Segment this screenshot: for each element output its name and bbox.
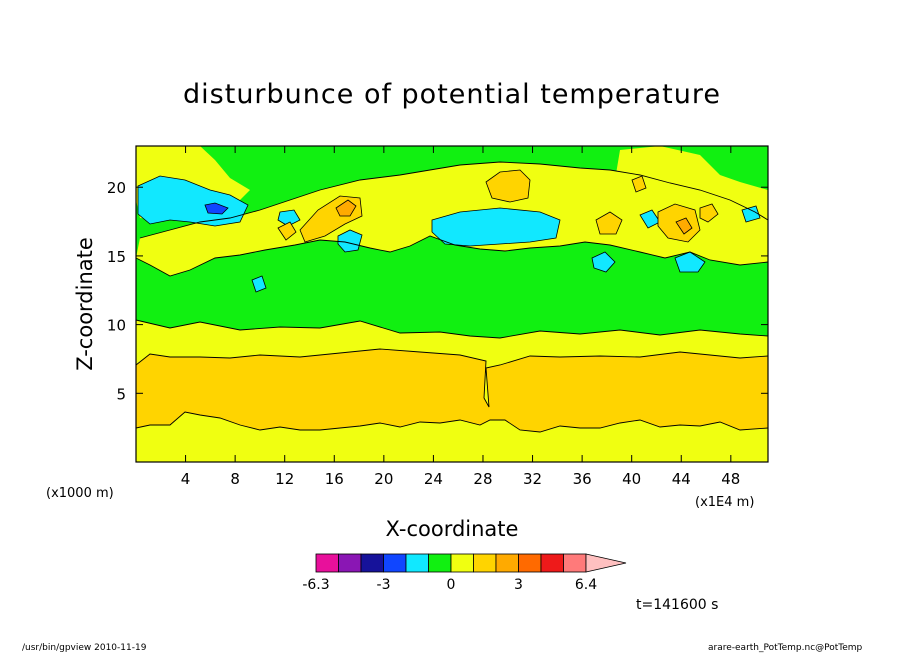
- x-tick-label: 40: [622, 470, 641, 488]
- x-unit-right: (x1E4 m): [695, 495, 754, 510]
- colorbar-label: -3: [377, 577, 391, 593]
- x-tick-label: 4: [181, 470, 191, 488]
- colorbar-swatch: [338, 553, 362, 573]
- x-tick-label: 24: [424, 470, 443, 488]
- cyan-blob-4: [591, 251, 616, 273]
- y-tick-label: 15: [107, 248, 126, 266]
- colorbar-swatch: [383, 553, 407, 573]
- x-tick-label: 20: [374, 470, 393, 488]
- colorbar-swatch: [428, 553, 452, 573]
- y-axis-label: Z-coordinate: [73, 237, 97, 371]
- y-axis: 5 10 15 20: [107, 179, 768, 403]
- footer-right: arare-earth_PotTemp.nc@PotTemp: [708, 643, 863, 653]
- top-right-yellow: [615, 146, 768, 240]
- blue-blob-left: [204, 202, 229, 215]
- cyan-blob-7: [741, 205, 761, 223]
- red-orange-blob-right: [675, 217, 693, 235]
- cyan-blob-1: [337, 229, 363, 253]
- x-tick-label: 8: [230, 470, 240, 488]
- colorbar-swatch: [540, 553, 564, 573]
- orange-blob-right-2: [699, 203, 719, 223]
- layer-orange-band: [136, 349, 768, 432]
- colorbar-label: 0: [447, 577, 456, 593]
- colorbar-label: -6.3: [302, 577, 329, 593]
- orange-blob-top-right: [631, 175, 647, 193]
- colorbar-swatch: [405, 553, 429, 573]
- x-axis-label: X-coordinate: [386, 517, 519, 541]
- colorbar-swatch: [360, 553, 384, 573]
- colorbar-label: 3: [514, 577, 523, 593]
- x-tick-label: 16: [325, 470, 344, 488]
- colorbar-swatch: [450, 553, 474, 573]
- x-tick-label: 12: [275, 470, 294, 488]
- cyan-blob-5: [251, 275, 267, 293]
- x-tick-label: 48: [721, 470, 740, 488]
- colorbar-swatch: [473, 553, 497, 573]
- cyan-blob-2: [277, 209, 301, 227]
- colorbar-swatch: [563, 553, 587, 573]
- upper-features: [136, 146, 768, 293]
- colorbar-arrow: [585, 553, 627, 573]
- colorbar-label: 6.4: [575, 577, 597, 593]
- x-tick-label: 44: [672, 470, 691, 488]
- colorbar-swatch: [495, 553, 519, 573]
- footer-left: /usr/bin/gpview 2010-11-19: [22, 643, 147, 653]
- orange-blob-center-top: [485, 169, 531, 203]
- y-tick-label: 20: [107, 179, 126, 197]
- y-tick-label: 5: [116, 385, 126, 403]
- plot-frame: [135, 145, 769, 463]
- x-tick-label: 32: [523, 470, 542, 488]
- y-tick-label: 10: [107, 317, 126, 335]
- colorbar-swatch: [518, 553, 542, 573]
- chart-title: disturbunce of potential temperature: [183, 79, 721, 110]
- x-tick-label: 36: [573, 470, 592, 488]
- colorbar: -6.3 -3 0 3 6.4: [302, 553, 627, 593]
- x-tick-label: 28: [473, 470, 492, 488]
- colorbar-swatch: [315, 553, 339, 573]
- orange-blob-left-2: [277, 221, 297, 241]
- contour-lines: [135, 161, 769, 433]
- red-orange-blob-left: [335, 199, 357, 217]
- x-axis: 4 8 12 16 20 24 28 32 36 40 44 48: [181, 146, 740, 488]
- orange-blob-far-right: [595, 211, 623, 235]
- time-label: t=141600 s: [636, 597, 718, 613]
- x-unit-left: (x1000 m): [46, 486, 114, 501]
- cyan-blob-center: [431, 207, 561, 247]
